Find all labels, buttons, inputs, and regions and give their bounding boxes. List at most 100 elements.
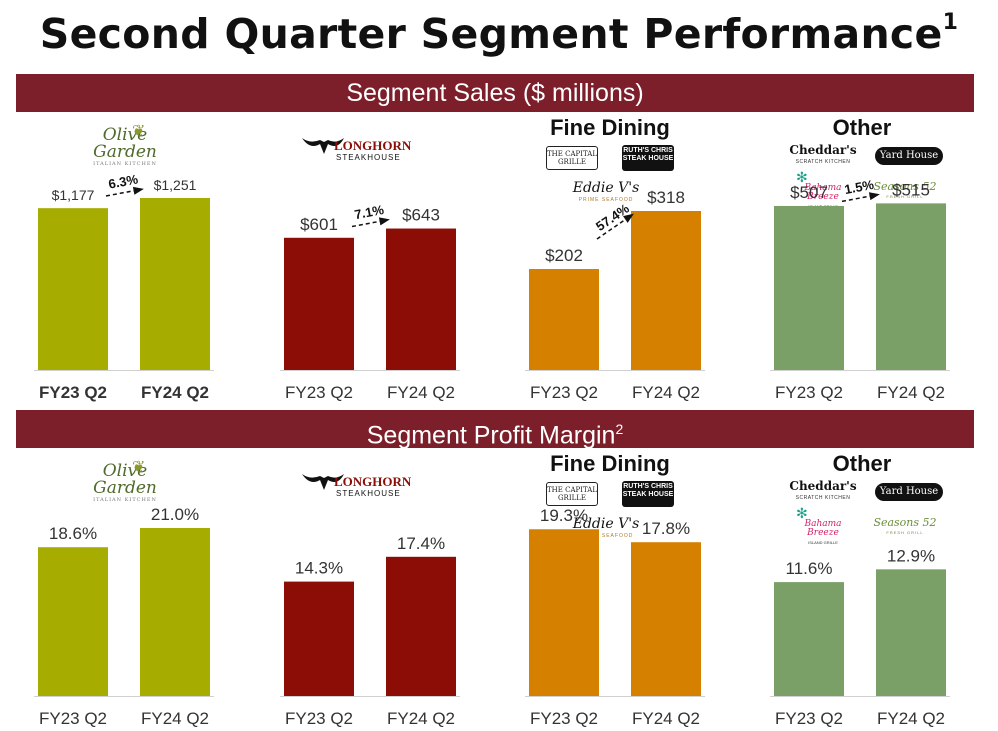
steer-horns-icon — [302, 138, 344, 154]
bar-fy23-q2 — [774, 582, 844, 696]
title-footnote: 1 — [942, 10, 959, 36]
longhorn-logo-margin: LONGHORN STEAKHOUSE — [300, 464, 420, 502]
fine-dining-heading-margin: Fine Dining — [550, 451, 670, 476]
data-label: $202 — [545, 246, 583, 265]
palm-tree-icon: ✻ — [796, 170, 808, 186]
bar-fy24-q2 — [386, 556, 456, 696]
olive-garden-tagline: ITALIAN KITCHEN — [93, 161, 157, 167]
ruths-chris-logo: RUTH'S CHRIS STEAK HOUSE — [622, 481, 674, 507]
growth-arrow — [841, 194, 875, 203]
bar-fy24-q2 — [140, 197, 210, 370]
data-label: 14.3% — [295, 559, 343, 578]
x-tick-label: FY24 Q2 — [387, 383, 455, 402]
page-title: Second Quarter Segment Performance1 — [0, 10, 998, 58]
data-label: $318 — [647, 188, 685, 207]
yard-house-logo: Yard House — [875, 147, 943, 165]
x-tick-label: FY24 Q2 — [877, 383, 945, 402]
data-label: $601 — [300, 215, 338, 234]
cheddars-logo: Cheddar's — [789, 143, 857, 157]
longhorn-logo-sales: LONGHORN STEAKHOUSE — [300, 128, 420, 166]
data-label: $1,177 — [52, 187, 95, 203]
olive-leaf-icon: ❦ — [132, 121, 146, 140]
data-label: $643 — [402, 206, 440, 225]
bar-fy24-q2 — [876, 203, 946, 370]
data-label: 12.9% — [887, 546, 935, 565]
growth-arrow — [105, 189, 139, 197]
data-label: 19.3% — [540, 506, 588, 525]
growth-label: 7.1% — [353, 202, 385, 222]
eddie-vs-tagline: PRIME SEAFOOD — [578, 533, 634, 539]
olive-garden-tagline: ITALIAN KITCHEN — [93, 497, 157, 503]
ruths-chris-logo: RUTH'S CHRIS STEAK HOUSE — [622, 145, 674, 171]
eddie-vs-logo: Eddie V's — [572, 516, 640, 532]
other-heading-margin: Other — [832, 451, 892, 476]
data-label: 17.8% — [642, 519, 690, 538]
section-footnote-margin: 2 — [615, 421, 624, 437]
x-tick-label: FY23 Q2 — [39, 383, 107, 402]
section-band-margin: Segment Profit Margin2 — [16, 410, 974, 450]
page-title-text: Second Quarter Segment Performance — [39, 10, 943, 58]
olive-garden-logo-sales: ❦ Olive Garden ITALIAN KITCHEN — [80, 121, 170, 167]
bar-fy24-q2 — [386, 228, 456, 370]
longhorn-name: LONGHORN — [334, 138, 412, 153]
bahama-breeze-tagline: ISLAND GRILLE — [808, 540, 838, 545]
x-tick-label: FY23 Q2 — [530, 383, 598, 402]
seasons-52-logo: Seasons 52 — [873, 516, 937, 529]
section-label-margin: Segment Profit Margin — [366, 421, 616, 450]
data-label: 11.6% — [786, 559, 833, 578]
growth-arrowhead-icon — [868, 192, 880, 201]
bar-fy23-q2 — [38, 208, 108, 370]
bahama-breeze-logo: Bahama Breeze — [804, 183, 842, 202]
bar-fy23-q2 — [284, 581, 354, 696]
bar-fy24-q2 — [140, 528, 210, 696]
growth-label: 1.5% — [843, 177, 875, 197]
olive-leaf-icon: ❦ — [132, 457, 146, 476]
bar-fy23-q2 — [38, 547, 108, 696]
data-label: $1,251 — [154, 177, 197, 193]
x-tick-label: FY23 Q2 — [285, 709, 353, 728]
x-tick-label: FY23 Q2 — [39, 709, 107, 728]
x-tick-label: FY23 Q2 — [285, 383, 353, 402]
seasons-52-tagline: FRESH GRILL — [886, 530, 924, 535]
growth-arrow — [351, 219, 385, 228]
longhorn-name: LONGHORN — [334, 474, 412, 489]
bar-fy23-q2 — [774, 205, 844, 370]
growth-arrowhead-icon — [132, 186, 144, 195]
x-tick-label: FY23 Q2 — [530, 709, 598, 728]
data-label: 21.0% — [151, 505, 199, 524]
x-tick-label: FY24 Q2 — [141, 709, 209, 728]
eddie-vs-tagline: PRIME SEAFOOD — [578, 197, 634, 203]
growth-arrowhead-icon — [378, 217, 390, 226]
x-tick-label: FY23 Q2 — [775, 709, 843, 728]
steer-horns-icon — [302, 474, 344, 490]
bahama-breeze-logo: Bahama Breeze — [804, 519, 842, 538]
cheddars-tagline: SCRATCH KITCHEN — [795, 495, 851, 501]
other-heading-sales: Other — [832, 115, 892, 140]
bar-fy24-q2 — [631, 542, 701, 696]
data-label: 18.6% — [49, 524, 97, 543]
x-tick-label: FY23 Q2 — [775, 383, 843, 402]
cheddars-tagline: SCRATCH KITCHEN — [795, 159, 851, 165]
olive-garden-logo-margin: ❦ Olive Garden ITALIAN KITCHEN — [80, 457, 170, 503]
bar-fy23-q2 — [529, 529, 599, 696]
olive-garden-name-1: Olive — [102, 125, 148, 145]
x-tick-label: FY24 Q2 — [141, 383, 209, 402]
eddie-vs-logo: Eddie V's — [572, 180, 640, 196]
x-tick-label: FY24 Q2 — [632, 709, 700, 728]
bar-fy24-q2 — [631, 211, 701, 370]
palm-tree-icon: ✻ — [796, 506, 808, 522]
data-label: 17.4% — [397, 534, 445, 553]
bar-fy23-q2 — [529, 269, 599, 370]
olive-garden-name-1: Olive — [102, 461, 148, 481]
capital-grille-logo: THE CAPITAL GRILLE — [546, 482, 598, 506]
bar-fy23-q2 — [284, 237, 354, 370]
data-label: $515 — [892, 180, 930, 199]
section-label-sales: Segment Sales ($ millions) — [346, 79, 644, 107]
